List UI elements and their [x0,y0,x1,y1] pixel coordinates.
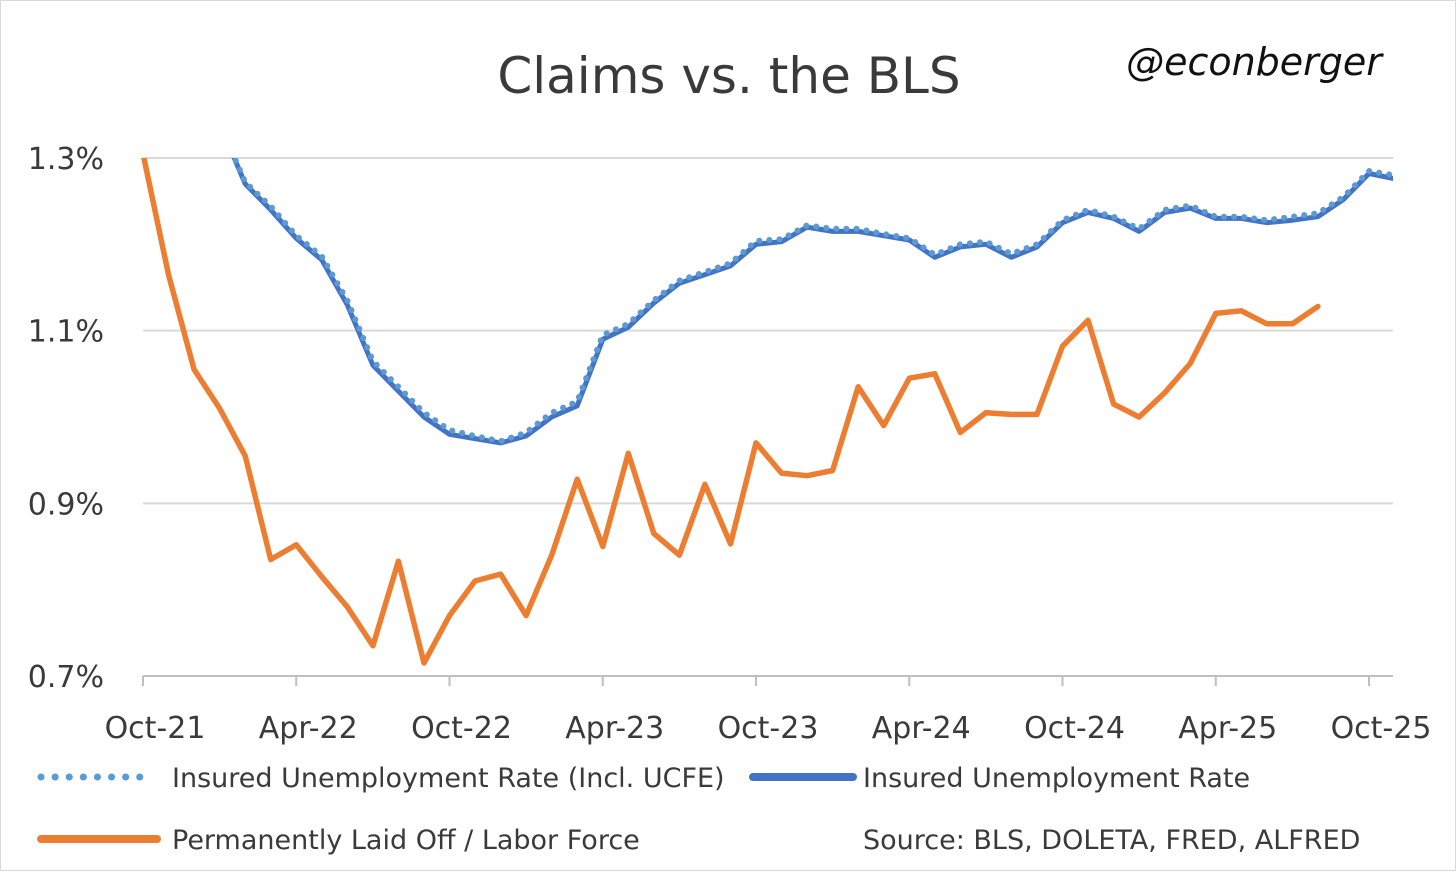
x-axis-labels: Oct-21 Apr-22 Oct-22 Apr-23 Oct-23 Apr-24 Oct-… [105,711,1432,746]
author-handle: @econberger [1126,40,1384,84]
series-iur-ucfe-line [231,158,1393,445]
chart-title: Claims vs. the BLS [497,47,960,105]
y-tick-label: 1.1% [28,315,104,350]
x-tick-label: Oct-23 [718,711,819,746]
series-lines [141,158,1393,666]
x-axis-ticks [142,676,1370,686]
x-tick-label: Apr-22 [259,711,358,746]
gridlines [143,157,1393,505]
x-tick-label: Apr-23 [565,711,664,746]
x-tick-label: Oct-24 [1024,711,1125,746]
legend-label-permanent: Permanently Laid Off / Labor Force [172,825,640,856]
x-tick-label: Apr-25 [1178,711,1277,746]
series-permanent-layoff-line [141,158,1321,666]
legend: Insured Unemployment Rate (Incl. UCFE) I… [37,763,1360,856]
y-axis-labels: 1.3% 1.1% 0.9% 0.7% [28,142,104,695]
source-note: Source: BLS, DOLETA, FRED, ALFRED [863,825,1360,856]
x-tick-label: Oct-22 [411,711,512,746]
x-tick-label: Oct-21 [105,711,206,746]
y-tick-label: 1.3% [28,142,104,177]
x-tick-label: Oct-25 [1331,711,1432,746]
x-tick-label: Apr-24 [872,711,971,746]
y-tick-label: 0.7% [28,660,104,695]
legend-label-iur-ucfe: Insured Unemployment Rate (Incl. UCFE) [172,763,725,794]
legend-label-iur: Insured Unemployment Rate [863,763,1250,794]
y-tick-label: 0.9% [28,487,104,522]
